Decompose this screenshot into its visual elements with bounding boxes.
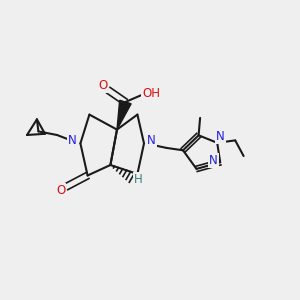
Text: H: H [134,172,143,186]
Text: N: N [216,130,225,143]
Text: O: O [99,79,108,92]
Polygon shape [117,100,131,130]
Text: N: N [147,134,156,148]
Text: N: N [209,154,218,167]
Text: OH: OH [142,87,160,101]
Text: O: O [56,184,65,197]
Text: N: N [68,134,77,148]
